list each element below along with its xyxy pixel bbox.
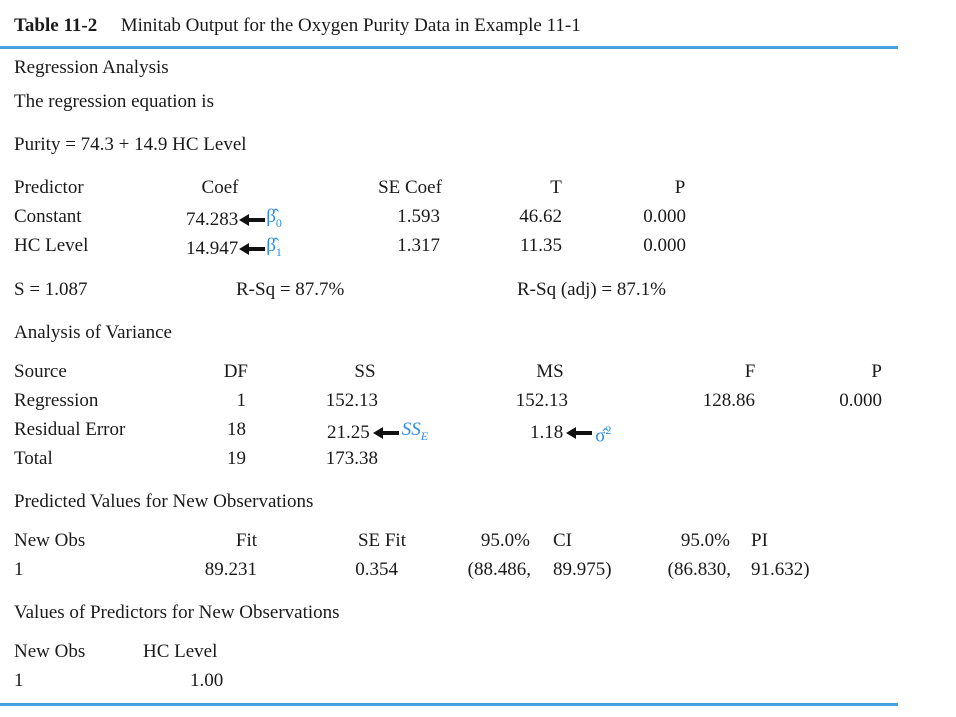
anova-ms-residual: 1.18 σ̂2: [530, 419, 612, 447]
col-header-p: P: [674, 177, 686, 198]
anova-source: Regression: [14, 390, 99, 411]
pred-obs: 1: [14, 559, 24, 580]
t-constant: 46.62: [519, 206, 562, 227]
anova-heading: Analysis of Variance: [14, 322, 172, 343]
anova-header-source: Source: [14, 361, 67, 382]
anova-ss-residual: 21.25 SSE: [327, 419, 428, 447]
se-constant: 1.593: [397, 206, 440, 227]
anova-header-ms: MS: [536, 361, 564, 382]
p-constant: 0.000: [643, 206, 686, 227]
anova-df: 1: [236, 390, 247, 411]
coef-value: 74.283: [186, 208, 239, 230]
anova-header-p: P: [871, 361, 882, 382]
beta-hat-annotation: β̂1: [266, 235, 282, 259]
col-header-predictor: Predictor: [14, 177, 84, 198]
anova-df: 18: [227, 419, 246, 440]
pred-ci-low: (88.486,: [467, 559, 531, 580]
section-heading: Regression Analysis: [14, 57, 169, 78]
anova-p: 0.000: [839, 390, 882, 411]
pred-header-pi-level: 95.0%: [680, 530, 730, 551]
anova-header-f: F: [744, 361, 756, 382]
sse-annotation: SSE: [401, 419, 429, 443]
anova-source: Residual Error: [14, 419, 126, 440]
ss-value: 21.25: [327, 421, 370, 443]
pred-pi-high: 91.632): [751, 559, 810, 580]
table-caption: Minitab Output for the Oxygen Purity Dat…: [120, 15, 581, 36]
coef-hc-level: 14.947 β̂1: [186, 235, 282, 263]
anova-header-df: DF: [223, 361, 248, 382]
ms-value: 1.18: [530, 422, 564, 444]
anova-ss: 173.38: [325, 448, 378, 469]
pred-pi-low: (86.830,: [667, 559, 731, 580]
equation-intro: The regression equation is: [14, 91, 214, 112]
stat-rsq-adj: R-Sq (adj) = 87.1%: [517, 279, 666, 300]
coef-value: 14.947: [186, 237, 239, 259]
pred-header-ci-level: 95.0%: [480, 530, 530, 551]
predictor-constant: Constant: [14, 206, 82, 227]
top-rule: [0, 46, 898, 49]
predv-header-new-obs: New Obs: [14, 641, 86, 662]
arrow-left-icon: [239, 213, 266, 226]
se-hc-level: 1.317: [397, 235, 440, 256]
regression-equation: Purity = 74.3 + 14.9 HC Level: [14, 134, 247, 155]
stat-rsq: R-Sq = 87.7%: [236, 279, 345, 300]
sigma-hat-squared-annotation: σ̂2: [595, 423, 612, 447]
col-header-t: T: [550, 177, 562, 198]
predv-header-hc-level: HC Level: [143, 641, 218, 662]
pred-header-fit: Fit: [235, 530, 257, 551]
coef-constant: 74.283 β̂0: [186, 206, 282, 234]
arrow-left-icon: [239, 242, 266, 255]
arrow-left-icon: [566, 427, 593, 440]
pred-header-se-fit: SE Fit: [357, 530, 406, 551]
predictors-heading: Values of Predictors for New Observation…: [14, 602, 340, 623]
pred-header-pi: PI: [751, 530, 768, 551]
anova-df: 19: [227, 448, 246, 469]
beta-hat-annotation: β̂0: [266, 206, 282, 230]
anova-ms: 152.13: [515, 390, 568, 411]
pred-header-new-obs: New Obs: [14, 530, 86, 551]
anova-ss: 152.13: [325, 390, 378, 411]
col-header-coef: Coef: [201, 177, 239, 198]
table-number: Table 11-2: [14, 15, 98, 36]
bottom-rule: [0, 703, 898, 706]
col-header-se-coef: SE Coef: [378, 177, 442, 198]
pred-ci-high: 89.975): [553, 559, 612, 580]
anova-header-ss: SS: [354, 361, 376, 382]
table-title: Table 11-2 Minitab Output for the Oxygen…: [14, 15, 581, 37]
t-hc-level: 11.35: [519, 235, 562, 256]
pred-fit: 89.231: [204, 559, 257, 580]
predv-hc: 1.00: [190, 670, 224, 691]
p-hc-level: 0.000: [643, 235, 686, 256]
predicted-heading: Predicted Values for New Observations: [14, 491, 314, 512]
pred-se-fit: 0.354: [355, 559, 398, 580]
pred-header-ci: CI: [553, 530, 572, 551]
predv-obs: 1: [14, 670, 24, 691]
stat-s: S = 1.087: [14, 279, 88, 300]
predictor-hc-level: HC Level: [14, 235, 89, 256]
anova-source: Total: [14, 448, 53, 469]
arrow-left-icon: [372, 426, 399, 439]
anova-f: 128.86: [702, 390, 755, 411]
